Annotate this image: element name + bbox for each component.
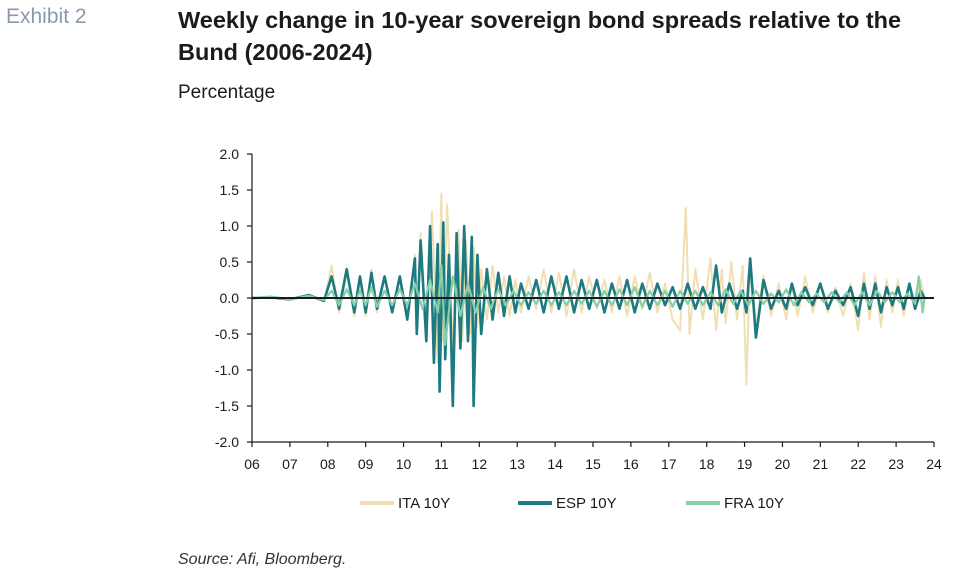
series-layer bbox=[251, 192, 926, 408]
x-tick-label: 23 bbox=[888, 456, 904, 472]
x-tick-label: 15 bbox=[585, 456, 601, 472]
x-tick-label: 14 bbox=[547, 456, 563, 472]
y-tick-label: 1.5 bbox=[220, 182, 240, 198]
x-tick-label: 22 bbox=[850, 456, 866, 472]
x-tick-label: 11 bbox=[434, 456, 449, 472]
series-line-esp-10y bbox=[251, 221, 926, 408]
chart-subtitle: Percentage bbox=[178, 82, 276, 103]
x-tick-label: 17 bbox=[661, 456, 677, 472]
x-tick-label: 19 bbox=[737, 456, 753, 472]
x-tick-label: 09 bbox=[358, 456, 374, 472]
x-tick-label: 08 bbox=[320, 456, 336, 472]
legend-label: ESP 10Y bbox=[556, 495, 617, 512]
x-tick-label: 21 bbox=[813, 456, 829, 472]
legend-label: ITA 10Y bbox=[398, 495, 450, 512]
axes: 2.0 1.5 1.0 0.5 0.0 -0.5 -1.0 -1.5 -2.0 06 07 08 09 1… bbox=[215, 146, 942, 472]
x-tick-label: 24 bbox=[926, 456, 942, 472]
chart-title: Weekly change in 10-year sovereign bond … bbox=[178, 7, 902, 65]
y-tick-label: -1.5 bbox=[215, 398, 239, 414]
source-note: Source: Afi, Bloomberg. bbox=[178, 551, 347, 568]
x-tick-label: 10 bbox=[396, 456, 412, 472]
y-tick-label: 0.5 bbox=[220, 254, 240, 270]
x-tick-label: 12 bbox=[472, 456, 488, 472]
y-tick-label: -0.5 bbox=[215, 326, 239, 342]
x-tick-label: 16 bbox=[623, 456, 639, 472]
y-tick-label: -1.0 bbox=[215, 362, 239, 378]
x-tick-label: 18 bbox=[699, 456, 715, 472]
x-tick-label: 07 bbox=[282, 456, 298, 472]
x-tick-label: 13 bbox=[509, 456, 525, 472]
y-tick-label: -2.0 bbox=[215, 434, 239, 450]
x-tick-label: 20 bbox=[775, 456, 791, 472]
legend-label: FRA 10Y bbox=[724, 495, 784, 512]
y-tick-label: 1.0 bbox=[220, 218, 240, 234]
x-tick-label: 06 bbox=[244, 456, 260, 472]
legend: ITA 10Y ESP 10Y FRA 10Y bbox=[360, 495, 784, 512]
exhibit-label: Exhibit 2 bbox=[6, 5, 87, 28]
y-tick-label: 0.0 bbox=[220, 290, 240, 306]
series-line-ita-10y bbox=[251, 192, 926, 386]
y-tick-label: 2.0 bbox=[220, 146, 240, 162]
